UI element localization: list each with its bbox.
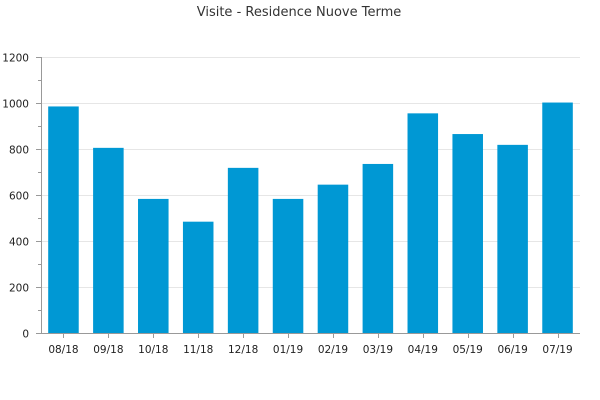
y-tick-label: 1000: [2, 99, 29, 111]
y-tick-label: 800: [9, 145, 29, 157]
x-tick-label: 12/18: [228, 344, 258, 356]
x-tick-label: 06/19: [497, 344, 527, 356]
x-tick-label: 11/18: [183, 344, 213, 356]
bar-11-18: [182, 221, 214, 333]
x-tick-label: 01/19: [273, 344, 303, 356]
bar-12-18: [227, 167, 259, 333]
bar-07-19: [542, 102, 573, 333]
x-tick-label: 10/18: [138, 344, 168, 356]
y-tick-label: 400: [9, 237, 29, 249]
x-tick-label: 08/18: [48, 344, 78, 356]
bars-layer: [48, 102, 573, 333]
bar-05-19: [452, 134, 483, 333]
x-tick-label: 07/19: [542, 344, 572, 356]
labels-layer: 0 200 400 600 800 1000 1200 08/18 09/18 10/18 11/1…: [2, 53, 572, 357]
y-tick-label: 0: [22, 329, 29, 341]
y-tick-label: 1200: [2, 53, 29, 65]
bar-09-18: [93, 147, 124, 333]
bar-02-19: [317, 184, 349, 333]
bar-06-19: [497, 144, 528, 333]
chart-title: Visite - Residence Nuove Terme: [197, 5, 402, 20]
bar-01-19: [272, 198, 304, 333]
bar-08-18: [48, 106, 79, 333]
bar-10-18: [138, 198, 169, 333]
bar-04-19: [407, 113, 439, 333]
x-tick-label: 09/18: [93, 344, 123, 356]
x-tick-label: 04/19: [408, 344, 438, 356]
y-tick-label: 600: [9, 191, 29, 203]
axes-layer: [36, 57, 580, 338]
y-tick-label: 200: [9, 283, 29, 295]
bar-03-19: [362, 163, 394, 333]
grid-layer: [41, 57, 580, 288]
x-tick-label: 03/19: [363, 344, 393, 356]
x-tick-label: 02/19: [318, 344, 348, 356]
x-tick-label: 05/19: [453, 344, 483, 356]
